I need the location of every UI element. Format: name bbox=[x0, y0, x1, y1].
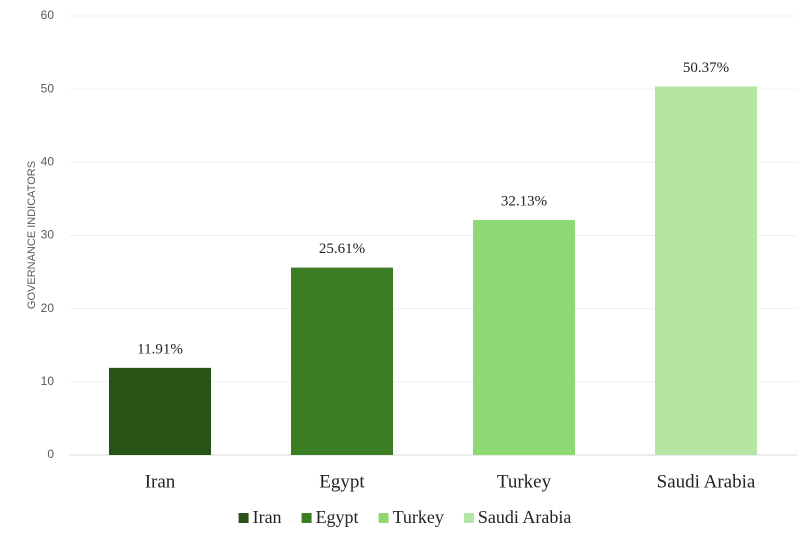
legend-swatch bbox=[238, 513, 249, 523]
legend-swatch bbox=[301, 513, 312, 523]
x-tick-label: Egypt bbox=[319, 471, 365, 492]
y-tick-label: 30 bbox=[41, 228, 55, 242]
bar bbox=[109, 367, 211, 455]
y-tick-label: 10 bbox=[41, 374, 55, 388]
legend-label: Iran bbox=[253, 507, 282, 527]
x-tick-label: Iran bbox=[145, 471, 176, 492]
data-label: 11.91% bbox=[137, 341, 183, 357]
x-tick-label: Saudi Arabia bbox=[657, 471, 756, 492]
data-label: 25.61% bbox=[319, 241, 365, 257]
y-tick-label: 60 bbox=[41, 8, 55, 22]
y-tick-label: 40 bbox=[41, 155, 55, 169]
y-tick-label: 50 bbox=[41, 81, 55, 95]
legend-swatch bbox=[463, 513, 474, 523]
bar bbox=[291, 267, 393, 455]
data-label: 32.13% bbox=[501, 193, 547, 209]
legend-label: Egypt bbox=[316, 507, 359, 527]
bar bbox=[655, 86, 757, 455]
y-tick-label: 20 bbox=[41, 301, 55, 315]
y-axis-label: GOVERNANCE INDICATORS bbox=[26, 161, 38, 309]
legend-swatch bbox=[378, 513, 389, 523]
y-tick-label: 0 bbox=[47, 447, 54, 461]
legend-label: Turkey bbox=[393, 507, 444, 527]
legend-label: Saudi Arabia bbox=[478, 507, 571, 527]
x-tick-label: Turkey bbox=[497, 471, 552, 492]
data-label: 50.37% bbox=[683, 60, 729, 76]
bar bbox=[473, 219, 575, 455]
